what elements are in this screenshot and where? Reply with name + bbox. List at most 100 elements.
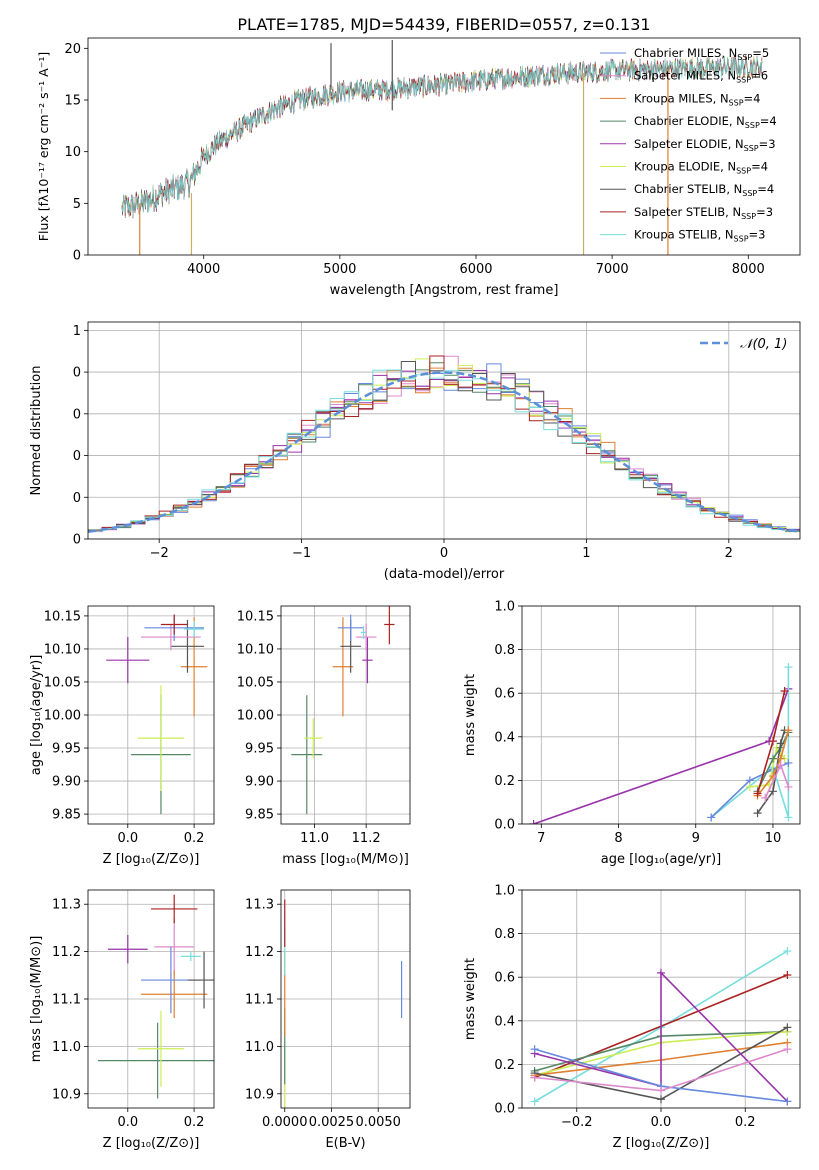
y-tick-label: 11.2 (52, 945, 81, 960)
y-tick-label: 0 (73, 249, 81, 264)
legend-entry: Salpeter ELODIE, NSSP=3 (634, 137, 776, 153)
plot-area-age_vs_Z (88, 606, 214, 824)
mass-weight-marker (657, 968, 665, 977)
mass-weight-marker (530, 1097, 539, 1106)
axes-frame (87, 37, 801, 256)
plot-area-massweight_vs_age (522, 606, 800, 824)
mass-weight-marker (780, 687, 789, 696)
y-tick-label: 0.2 (494, 774, 515, 789)
axes-frame (280, 889, 411, 1109)
x-axis-label: E(B-V) (325, 1136, 365, 1151)
y-tick-label: 0.6 (494, 971, 515, 986)
axes-frame (280, 605, 411, 825)
x-tick-label: 7000 (596, 262, 629, 277)
y-tick-label: 10.9 (52, 1087, 81, 1102)
x-tick-label: 9 (692, 831, 700, 846)
y-tick-label: 10.00 (237, 709, 274, 724)
y-axis-label: Flux [fλ10⁻¹⁷ erg cm⁻² s⁻¹ A⁻¹] (36, 52, 51, 241)
mass-weight-marker (761, 793, 770, 802)
y-tick-label: 0 (73, 491, 81, 506)
mass-weight-line-6 (756, 730, 790, 797)
panel-mass_vs_Z: 0.0 0.2 10.9 11.0 11.1 11.2 11.3 Z [log₁₀(Z/Z⊙)… (29, 889, 215, 1151)
x-axis-label: mass [log₁₀(M/M⊙)] (282, 852, 409, 867)
y-tick-label: 0 (73, 449, 81, 464)
mass-weight-marker (745, 782, 754, 791)
y-tick-label: 10.9 (245, 1087, 274, 1102)
mass-weight-marker (768, 754, 777, 763)
x-tick-label: 0 (440, 546, 448, 561)
plot-area-age_vs_mass (281, 606, 410, 824)
y-tick-label: 0.4 (494, 730, 515, 745)
x-tick-label: 0.0025 (309, 1115, 355, 1130)
legend-entry: 𝒩(0, 1) (740, 337, 787, 352)
legend-entry: Kroupa STELIB, NSSP=3 (634, 228, 765, 244)
mass-weight-marker (784, 758, 793, 767)
axes-frame (521, 605, 801, 825)
y-tick-label: 10.10 (237, 642, 274, 657)
legend-entry: Salpeter STELIB, NSSP=3 (634, 205, 773, 221)
y-tick-label: 11.2 (245, 945, 274, 960)
y-tick-label: 1.0 (494, 884, 515, 899)
mass-weight-marker (657, 1095, 665, 1104)
y-axis-label: mass weight (463, 958, 478, 1040)
y-tick-label: 0.0 (494, 1102, 515, 1117)
y-tick-label: 15 (64, 94, 81, 109)
y-tick-label: 20 (64, 42, 81, 57)
y-tick-label: 10.10 (44, 642, 81, 657)
mass-weight-marker (783, 947, 792, 956)
x-tick-label: 5000 (323, 262, 356, 277)
plot-area-residuals (88, 322, 800, 539)
mass-weight-line-6 (534, 970, 788, 1103)
y-tick-label: 11.0 (52, 1040, 81, 1055)
y-tick-label: 10.00 (44, 709, 81, 724)
mass-weight-marker (783, 971, 792, 980)
y-tick-label: 0.2 (494, 1058, 515, 1073)
y-tick-label: 10.15 (237, 609, 274, 624)
mass-weight-line-1 (710, 667, 790, 819)
axes-frame (87, 889, 215, 1109)
x-axis-label: wavelength [Angstrom, rest frame] (330, 283, 559, 298)
y-tick-label: 9.85 (245, 808, 274, 823)
y-tick-label: 11.1 (245, 993, 274, 1008)
y-tick-label: 10.15 (44, 609, 81, 624)
y-tick-label: 9.95 (52, 742, 81, 757)
axes-frame (87, 321, 801, 540)
mass-weight-marker (530, 1045, 539, 1054)
x-tick-label: 0.0 (651, 1115, 672, 1130)
y-tick-label: 9.90 (245, 775, 274, 790)
mass-weight-marker (776, 739, 785, 748)
y-tick-label: 1 (73, 324, 81, 339)
y-tick-label: 11.3 (52, 898, 81, 913)
legend-entry: Kroupa MILES, NSSP=4 (634, 91, 760, 107)
panel-mass_vs_EBV: 0.0000 0.0025 0.0050 10.9 11.0 11.1 11.2 11.3 E(… (245, 889, 411, 1151)
y-tick-label: 0.6 (494, 687, 515, 702)
x-tick-label: −2 (150, 546, 169, 561)
plot-area-mass_vs_EBV (281, 890, 410, 1108)
mass-weight-marker (753, 789, 762, 798)
panel-age_vs_mass: 11.0 11.2 9.85 9.90 9.95 10.00 10.05 10.10 10.15… (237, 605, 411, 867)
plot-area-spectrum (121, 40, 763, 255)
x-tick-label: 2 (725, 546, 733, 561)
y-tick-label: 9.90 (52, 775, 81, 790)
x-tick-label: 0.2 (735, 1115, 756, 1130)
mass-weight-marker (768, 787, 777, 796)
plot-area-mass_vs_Z (88, 890, 214, 1108)
legend-entry: Chabrier ELODIE, NSSP=4 (634, 114, 777, 130)
x-tick-label: 11.0 (300, 831, 329, 846)
y-tick-label: 5 (73, 197, 81, 212)
x-axis-label: Z [log₁₀(Z/Z⊙)] (103, 852, 200, 867)
x-tick-label: −0.2 (561, 1115, 593, 1130)
x-tick-label: 0.0000 (262, 1115, 308, 1130)
x-tick-label: 11.2 (352, 831, 381, 846)
panel-massweight_vs_Z: −0.2 0.0 0.2 0.0 0.2 0.4 0.6 0.8 1.0 Z [log₁₀(Z/Z… (463, 884, 801, 1151)
y-tick-label: 10.05 (237, 675, 274, 690)
mass-weight-marker (530, 1073, 539, 1082)
mass-weight-marker (529, 820, 538, 824)
x-axis-label: Z [log₁₀(Z/Z⊙)] (103, 1136, 200, 1151)
panel-spectrum: 4000 5000 6000 7000 8000 0 5 10 15 20 wavelength [… (36, 37, 801, 298)
plot-area-massweight_vs_Z (522, 890, 800, 1108)
gaussian-curve (88, 371, 800, 533)
y-axis-label: mass weight (463, 674, 478, 756)
